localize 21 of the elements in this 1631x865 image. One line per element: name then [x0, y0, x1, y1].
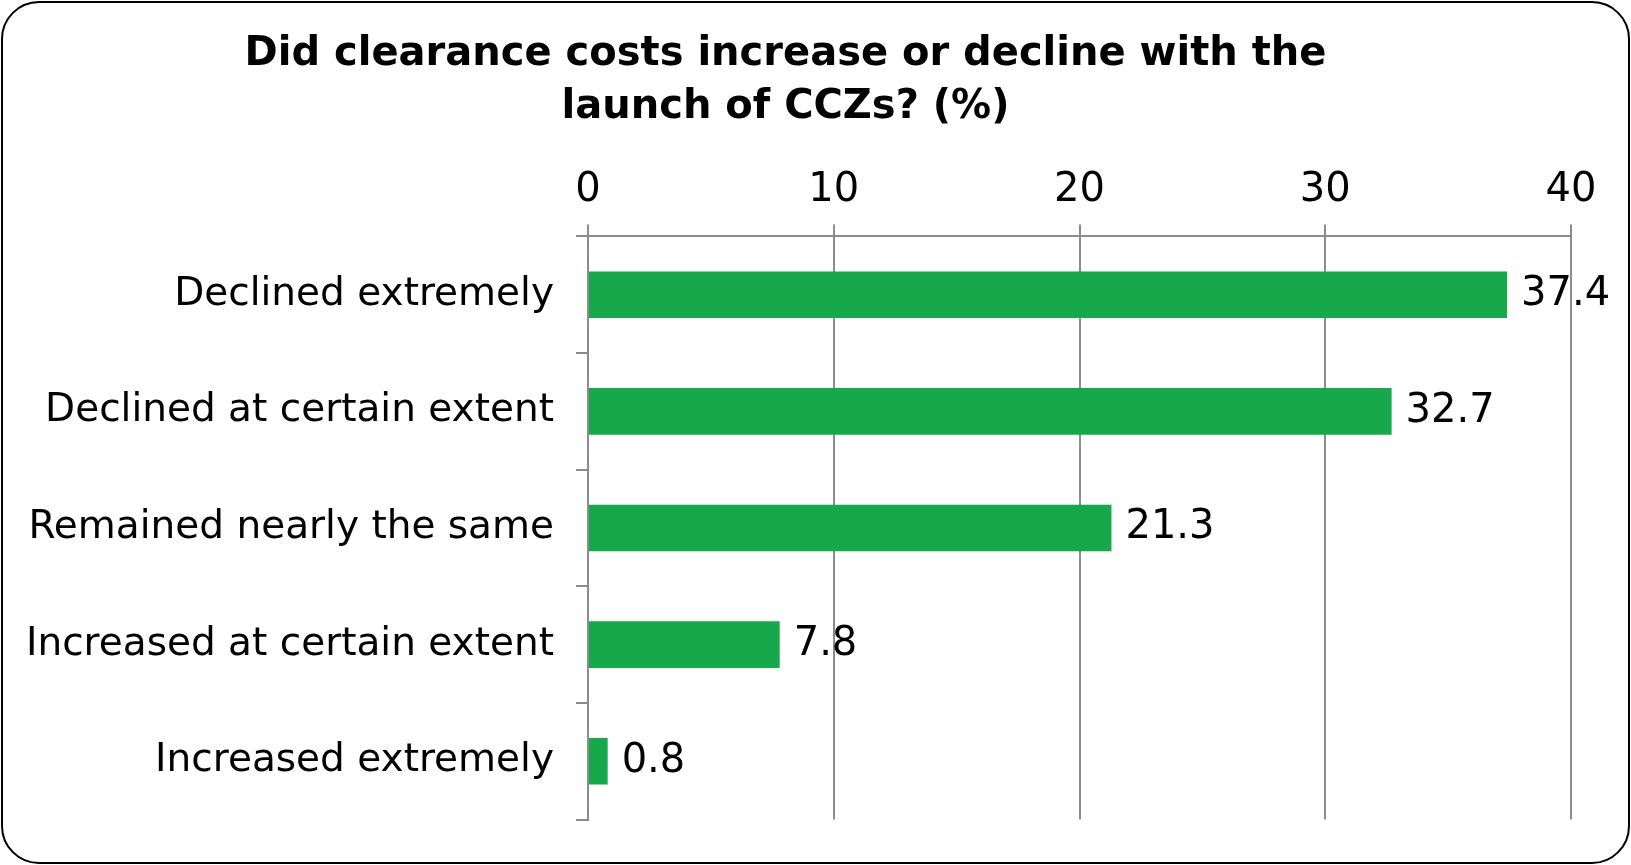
y-tick-label: Remained nearly the same: [28, 502, 554, 548]
y-tick-label: Increased at certain extent: [25, 618, 554, 664]
x-tick-label: 20: [1054, 163, 1105, 210]
bar: [589, 737, 608, 785]
x-tick-label: 0: [575, 163, 601, 210]
data-label: 7.8: [793, 618, 858, 665]
bar: [589, 504, 1112, 552]
data-label: 32.7: [1405, 384, 1495, 431]
y-tick-label: Declined at certain extent: [45, 385, 554, 431]
x-tick-label: 30: [1299, 163, 1351, 210]
data-label: 21.3: [1125, 501, 1215, 548]
bar: [589, 388, 1392, 435]
y-tick-label: Increased extremely: [155, 735, 554, 781]
chart-title: Did clearance costs increase or decline with the launch of CCZs? (%): [244, 27, 1327, 128]
bar: [589, 271, 1508, 319]
x-tick-label: 10: [808, 163, 860, 210]
y-tick-label: Declined extremely: [174, 268, 554, 314]
data-label: 0.8: [621, 734, 686, 781]
bar: [589, 621, 780, 668]
x-tick-label: 40: [1545, 163, 1597, 210]
data-label: 37.4: [1521, 268, 1611, 315]
